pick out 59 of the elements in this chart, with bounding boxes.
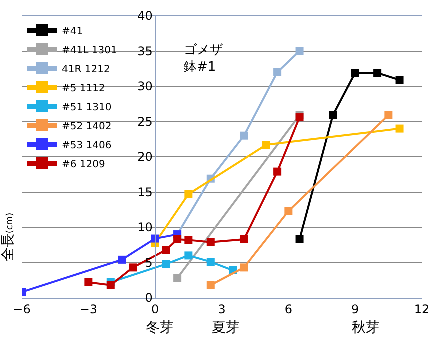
- point: [129, 264, 138, 272]
- legend-label: #51 1310: [62, 102, 112, 114]
- point: [174, 235, 182, 244]
- legend-label: #6 1209: [62, 159, 106, 170]
- legend-label: #41: [62, 26, 84, 38]
- text: 鉢#1: [184, 60, 216, 75]
- y-tick-label: 20: [138, 150, 153, 164]
- text: 秋芽: [352, 320, 380, 336]
- point: [162, 246, 170, 254]
- y-axis-title: 全長(cm): [0, 212, 16, 262]
- legend-label: #41L 1301: [62, 45, 118, 56]
- legend-label: #52 1402: [62, 121, 112, 132]
- point: [329, 111, 338, 120]
- point: [351, 69, 360, 78]
- point: [396, 76, 404, 84]
- point: [240, 235, 248, 244]
- x-tick-label: 12: [414, 302, 430, 316]
- y-tick-label: 15: [138, 185, 153, 200]
- x-tick-label: −3: [80, 302, 98, 316]
- point: [106, 281, 115, 290]
- point: [184, 190, 193, 198]
- point: [206, 281, 215, 290]
- x-tick-label: −6: [13, 302, 31, 316]
- text: 冬芽: [146, 320, 174, 336]
- point: [296, 114, 304, 122]
- y-tick-label: 5: [145, 256, 153, 270]
- point: [296, 47, 304, 56]
- point: [162, 260, 170, 268]
- y-tick-label: 10: [138, 220, 153, 235]
- point: [206, 258, 215, 266]
- point: [184, 236, 193, 244]
- point: [240, 264, 248, 272]
- point: [174, 274, 182, 282]
- point: [374, 69, 382, 78]
- legend-label: 41R 1212: [62, 64, 110, 76]
- y-tick-label: 35: [138, 44, 153, 58]
- y-tick-label: 25: [138, 114, 153, 129]
- point: [84, 278, 93, 286]
- legend-label: #53 1406: [62, 140, 112, 152]
- text: 夏芽: [212, 320, 240, 336]
- point: [384, 111, 393, 120]
- x-tick-label: 6: [284, 302, 292, 316]
- x-tick-label: 9: [352, 302, 360, 316]
- y-tick-label: 40: [138, 9, 153, 24]
- point: [284, 207, 293, 216]
- point: [240, 132, 248, 140]
- point: [296, 235, 304, 244]
- point: [262, 141, 270, 150]
- point: [206, 238, 215, 246]
- text: ゴメザ: [184, 43, 223, 58]
- point: [118, 256, 126, 264]
- x-tick-label: 3: [218, 302, 226, 316]
- point: [396, 124, 404, 133]
- legend-label: #5 1112: [62, 83, 106, 94]
- point: [274, 168, 282, 176]
- point: [184, 252, 193, 260]
- y-tick-label: 30: [138, 80, 153, 94]
- y-tick-label: 0: [145, 291, 153, 306]
- point: [274, 68, 282, 76]
